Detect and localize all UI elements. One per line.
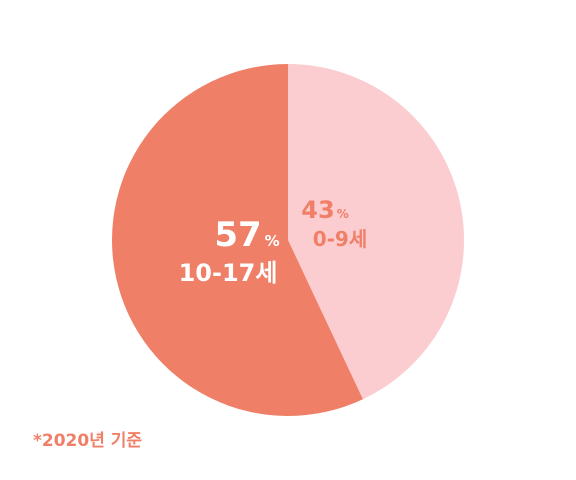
slice-percent-0-9: 43% xyxy=(301,196,348,224)
slice-category-10-17: 10-17세 xyxy=(179,259,278,287)
slice-percent-unit-10-17: % xyxy=(265,232,280,250)
slice-label-10-17: 57% 10-17세 xyxy=(179,215,280,287)
slice-label-0-9: 43% 0-9세 xyxy=(301,196,367,251)
pie-slice-10-17 xyxy=(112,64,363,416)
pie-slice-0-9 xyxy=(288,64,465,400)
slice-percent-unit-0-9: % xyxy=(337,207,349,221)
slice-category-0-9: 0-9세 xyxy=(313,227,368,251)
slice-percent-value-0-9: 43 xyxy=(301,196,334,224)
pie-slices xyxy=(112,64,465,416)
slice-percent-10-17: 57% xyxy=(214,215,279,255)
footnote: *2020년 기준 xyxy=(33,431,143,451)
slice-percent-value-10-17: 57 xyxy=(214,215,261,255)
